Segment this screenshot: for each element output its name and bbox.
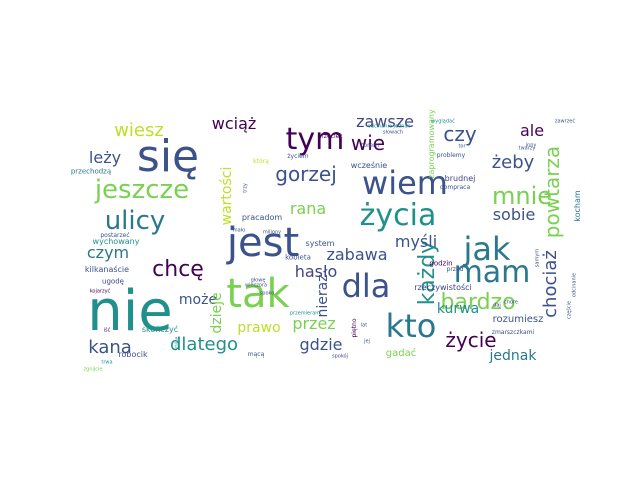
word: hasło [294, 262, 338, 281]
word: zawrzeć [554, 118, 576, 125]
word: jednak [489, 348, 537, 364]
word: prawo [237, 320, 281, 336]
word: zgnijcie [83, 366, 103, 373]
word: twarzy [518, 145, 536, 152]
word: trwa [101, 359, 113, 366]
word: rzeczywistości [414, 283, 472, 292]
word: kojarzyć [89, 288, 111, 295]
word: słowach [382, 129, 404, 136]
word: się [136, 131, 200, 182]
word: które [174, 336, 181, 350]
word: jest [226, 220, 300, 266]
word: którą [253, 158, 269, 165]
word: tor [458, 143, 466, 150]
word: skończyć [141, 325, 179, 334]
word: kocham [573, 190, 582, 222]
word: kana [88, 337, 132, 358]
word: wiesz [114, 120, 164, 141]
word: wartości [219, 166, 235, 226]
word: zabawa [326, 245, 388, 264]
word: powtarza [540, 145, 564, 239]
word: robocik [118, 350, 148, 359]
word: mam [453, 255, 531, 290]
word: iść [103, 327, 111, 334]
word: życiem [287, 153, 309, 160]
word: odcinanie [571, 272, 578, 298]
word: system [305, 239, 335, 248]
word: daj [493, 302, 501, 309]
word: sobie [492, 205, 536, 224]
word: zawsze [356, 112, 414, 131]
word: samym [534, 248, 541, 268]
word: przecież [317, 133, 343, 140]
word: trzy [242, 183, 249, 193]
word: częście [566, 300, 573, 320]
word: wieczora [244, 282, 268, 289]
word: zmarszczkami [491, 329, 535, 336]
word: ulicy [104, 206, 166, 236]
word: wcześnie [350, 161, 388, 170]
word: dla [341, 267, 391, 305]
word: przemieram [289, 310, 321, 317]
word: może [178, 292, 218, 308]
word: tym [285, 122, 345, 157]
word: jak [463, 230, 511, 268]
word: przechodzą [70, 167, 112, 176]
word: czy [443, 122, 477, 146]
word: spoko [259, 290, 275, 297]
word: chore [504, 299, 518, 306]
word: mnie [491, 182, 553, 210]
word: jej [364, 338, 370, 345]
word: nie [87, 279, 173, 344]
word: żeby [491, 152, 535, 173]
word: bardzo [440, 290, 516, 315]
word: przed [446, 266, 464, 273]
word: gdzie [299, 335, 343, 354]
word: przez [292, 314, 336, 333]
word: piętno [351, 318, 358, 338]
word: ugodę [102, 277, 124, 286]
word: inny [525, 142, 537, 149]
word: głowę [250, 277, 266, 284]
word: pracadom [241, 213, 283, 222]
word: wychowany [92, 237, 140, 246]
word: spokój [331, 353, 349, 360]
word: dompraca [439, 184, 471, 191]
word: kobieta [285, 253, 311, 262]
word: życia [359, 198, 437, 233]
word: czym [86, 243, 130, 262]
word: mało [232, 227, 246, 234]
word: gorzej [275, 162, 337, 186]
word: chcę [152, 257, 204, 282]
word: tak [226, 271, 290, 317]
word: kto [385, 307, 437, 345]
word: rana [289, 199, 327, 218]
word: postarzeć [100, 232, 130, 239]
word: wie [350, 131, 386, 155]
word: rozumiesz [492, 314, 544, 325]
word: problemy [436, 152, 466, 159]
word: życie [445, 328, 497, 352]
word: chociaż [540, 250, 561, 318]
word: brudnej [444, 174, 476, 183]
word: mącą [247, 351, 265, 358]
word: kurwa [436, 301, 480, 317]
word: jeszcze [94, 175, 190, 205]
word: myśli [394, 232, 438, 251]
word: miliony [262, 229, 282, 236]
word: wiem [362, 164, 448, 202]
word: torem [361, 142, 379, 149]
word: wyglądać [431, 118, 455, 125]
word: gadać [385, 348, 417, 359]
word: lat [360, 322, 368, 329]
word: wciąż [211, 114, 257, 133]
word: dlatego [169, 334, 239, 355]
word: leży [88, 148, 122, 167]
word: dzieje [209, 292, 225, 334]
word: godzin [429, 259, 453, 268]
word: odcinanie jednak [367, 123, 411, 130]
word: kilkanaście [84, 265, 130, 274]
word: ale [519, 121, 545, 140]
